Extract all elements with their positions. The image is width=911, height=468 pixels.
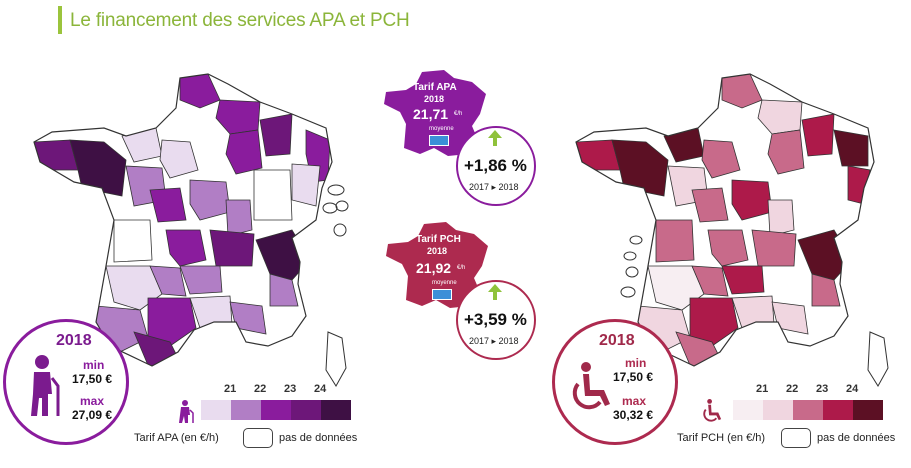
apa-badge-title: Tarif APA: [413, 82, 457, 93]
apa-nodata-swatch: [243, 428, 273, 448]
pch-badge-unit: €/h: [457, 265, 466, 271]
pch-tick-22: 22: [786, 383, 799, 395]
page-title: Le financement des services APA et PCH: [70, 10, 410, 31]
apa-minmax-circle: [3, 319, 129, 445]
pch-corsica: [867, 331, 889, 387]
pch-year: 2018: [599, 332, 635, 349]
pch-max-label: max: [622, 394, 647, 408]
apa-legend-icon: [179, 400, 194, 423]
pch-min-value: 17,50 €: [613, 370, 654, 384]
apa-legend-swatch-2: [231, 400, 261, 420]
apa-legend-swatch-3: [261, 400, 291, 420]
apa-legend-swatch-4: [291, 400, 321, 420]
apa-max-value: 27,09 €: [72, 408, 113, 422]
pch-up-arrow-icon: [488, 284, 502, 300]
pch-badge-map: [386, 222, 488, 308]
elderly-person-icon: [31, 355, 60, 416]
apa-badge-unit: €/h: [454, 111, 463, 117]
apa-min-label: min: [83, 358, 105, 372]
pch-legend-swatch-1: [733, 400, 763, 420]
apa-legend-title: Tarif APA (en €/h): [134, 432, 219, 444]
pch-max-value: 30,32 €: [613, 408, 654, 422]
pch-change-value: +3,59 %: [464, 310, 527, 329]
pch-minmax-circle: [552, 319, 678, 445]
title-accent-bar: [58, 6, 62, 34]
pch-tick-23: 23: [816, 383, 829, 395]
pch-badge-avg: moyenne: [432, 280, 457, 286]
apa-badge-value: 21,71: [413, 106, 449, 122]
pch-nodata-swatch: [781, 428, 811, 448]
apa-nodata-label: pas de données: [279, 432, 358, 444]
apa-tick-24: 24: [314, 383, 327, 395]
apa-badge-avg: moyenne: [429, 126, 454, 132]
apa-france-map: [33, 73, 349, 387]
pch-badge-year: 2018: [427, 246, 448, 256]
pch-legend-swatch-4: [823, 400, 853, 420]
pch-change-period: 2017 ▸ 2018: [469, 336, 519, 346]
apa-year: 2018: [56, 332, 92, 349]
pch-tick-24: 24: [846, 383, 859, 395]
apa-badge-year: 2018: [424, 94, 445, 104]
pch-legend-swatch-5: [853, 400, 883, 420]
apa-corsica: [325, 331, 347, 387]
apa-legend-swatch-5: [321, 400, 351, 420]
apa-tick-21: 21: [224, 383, 237, 395]
pch-legend-swatch-2: [763, 400, 793, 420]
pch-badge-logo: [432, 289, 452, 300]
apa-badge-map: [384, 70, 486, 156]
apa-tick-23: 23: [284, 383, 297, 395]
pch-tick-21: 21: [756, 383, 769, 395]
apa-badge-logo: [429, 135, 449, 146]
wheelchair-icon: [572, 362, 610, 410]
apa-legend-swatch-1: [201, 400, 231, 420]
pch-badge-value: 21,92: [416, 260, 452, 276]
apa-change-period: 2017 ▸ 2018: [469, 182, 519, 192]
pch-legend-swatch-3: [793, 400, 823, 420]
apa-min-value: 17,50 €: [72, 372, 113, 386]
apa-max-label: max: [80, 394, 105, 408]
pch-france-map: [575, 73, 889, 387]
apa-up-arrow-icon: [488, 130, 502, 146]
apa-tick-22: 22: [254, 383, 267, 395]
pch-badge-title: Tarif PCH: [416, 234, 461, 245]
apa-change-value: +1,86 %: [464, 156, 527, 175]
pch-min-label: min: [625, 356, 647, 370]
pch-legend-title: Tarif PCH (en €/h): [677, 432, 766, 444]
pch-nodata-label: pas de données: [817, 432, 896, 444]
pch-legend-wheelchair-icon: [703, 399, 722, 422]
